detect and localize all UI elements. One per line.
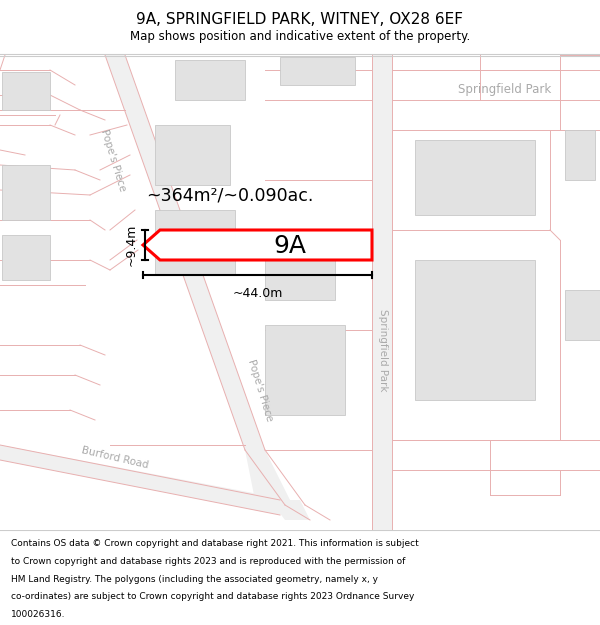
Text: 9A, SPRINGFIELD PARK, WITNEY, OX28 6EF: 9A, SPRINGFIELD PARK, WITNEY, OX28 6EF xyxy=(137,12,464,27)
Bar xyxy=(155,125,230,185)
Polygon shape xyxy=(143,230,372,260)
Text: ~9.4m: ~9.4m xyxy=(125,224,137,266)
Text: 9A: 9A xyxy=(274,234,307,258)
Polygon shape xyxy=(372,55,392,530)
Bar xyxy=(265,245,335,300)
Bar xyxy=(565,130,595,180)
Polygon shape xyxy=(245,450,310,520)
Bar xyxy=(280,57,355,85)
Polygon shape xyxy=(105,55,265,450)
Text: Pope's Piece: Pope's Piece xyxy=(246,357,274,422)
Bar xyxy=(2,165,50,220)
Text: Map shows position and indicative extent of the property.: Map shows position and indicative extent… xyxy=(130,30,470,43)
Text: Contains OS data © Crown copyright and database right 2021. This information is : Contains OS data © Crown copyright and d… xyxy=(11,539,419,549)
Text: to Crown copyright and database rights 2023 and is reproduced with the permissio: to Crown copyright and database rights 2… xyxy=(11,557,405,566)
Text: ~364m²/~0.090ac.: ~364m²/~0.090ac. xyxy=(146,186,314,204)
Bar xyxy=(415,140,535,215)
Bar xyxy=(415,260,535,400)
Text: Springfield Park: Springfield Park xyxy=(378,309,388,391)
Text: 100026316.: 100026316. xyxy=(11,610,65,619)
Bar xyxy=(175,60,245,100)
Text: Pope's Piece: Pope's Piece xyxy=(99,127,127,192)
Bar xyxy=(265,325,345,415)
Bar xyxy=(155,210,235,275)
Text: co-ordinates) are subject to Crown copyright and database rights 2023 Ordnance S: co-ordinates) are subject to Crown copyr… xyxy=(11,592,414,601)
Polygon shape xyxy=(0,445,290,515)
Text: Springfield Park: Springfield Park xyxy=(458,84,551,96)
Text: HM Land Registry. The polygons (including the associated geometry, namely x, y: HM Land Registry. The polygons (includin… xyxy=(11,574,378,584)
Bar xyxy=(2,72,50,110)
Bar xyxy=(2,235,50,280)
Text: Burford Road: Burford Road xyxy=(80,446,149,471)
Text: ~44.0m: ~44.0m xyxy=(232,287,283,300)
Bar xyxy=(565,290,600,340)
